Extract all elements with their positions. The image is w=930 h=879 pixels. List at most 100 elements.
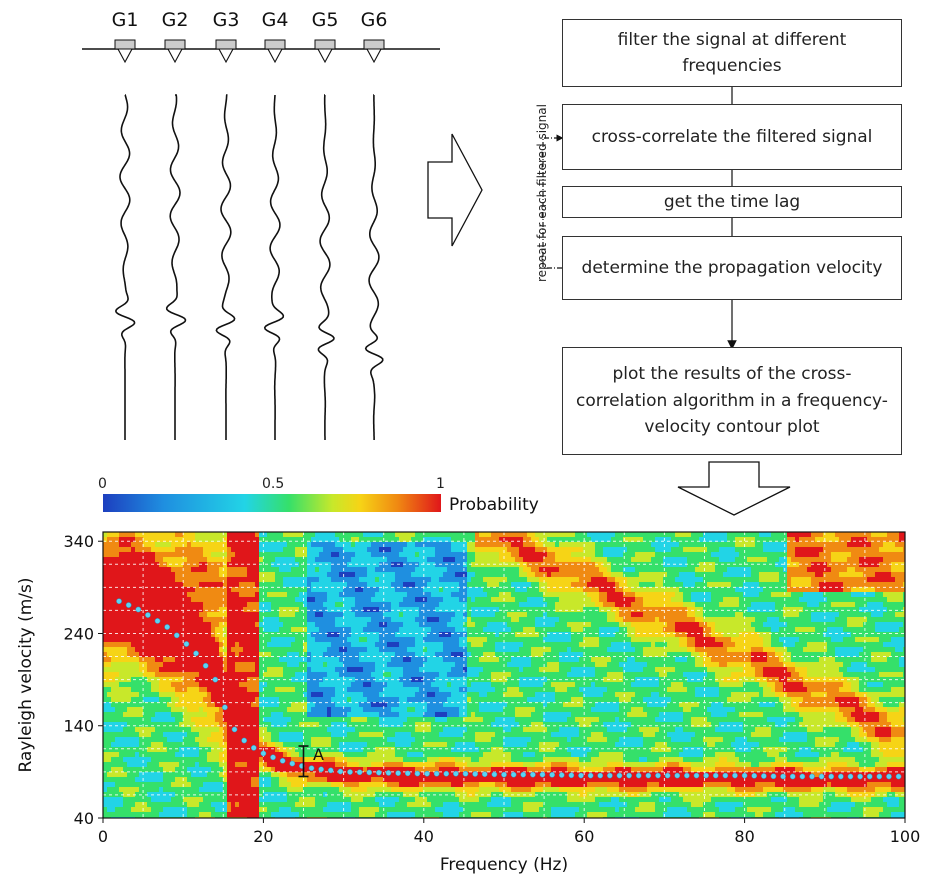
heatmap-cell <box>235 642 240 648</box>
heatmap-cell <box>367 667 372 673</box>
heatmap-cell <box>127 687 132 693</box>
heatmap-cell <box>299 617 304 623</box>
heatmap-cell <box>299 722 304 728</box>
heatmap-cell <box>339 777 344 783</box>
heatmap-cell <box>171 632 176 638</box>
heatmap-cell <box>443 657 448 663</box>
heatmap-cell <box>339 567 344 573</box>
heatmap-cell <box>363 752 368 758</box>
heatmap-cell <box>319 642 324 648</box>
heatmap-cell <box>331 627 336 633</box>
heatmap-cell <box>203 687 208 693</box>
heatmap-cell <box>291 567 296 573</box>
heatmap-cell <box>303 597 308 603</box>
heatmap-cell <box>355 547 360 553</box>
heatmap-cell <box>379 637 384 643</box>
heatmap-cell <box>331 717 336 723</box>
heatmap-cell <box>307 622 312 628</box>
heatmap-cell <box>351 792 356 798</box>
heatmap-cell <box>159 587 164 593</box>
heatmap-cell <box>147 727 152 733</box>
heatmap-cell <box>423 572 428 578</box>
heatmap-cell <box>335 727 340 733</box>
heatmap-cell <box>175 577 180 583</box>
heatmap-cell <box>159 592 164 598</box>
heatmap-cell <box>103 762 108 768</box>
heatmap-cell <box>155 712 160 718</box>
heatmap-cell <box>307 787 312 793</box>
heatmap-cell <box>327 552 332 558</box>
heatmap-cell <box>355 592 360 598</box>
heatmap-cell <box>339 742 344 748</box>
heatmap-cell <box>259 737 264 743</box>
heatmap-cell <box>411 592 416 598</box>
heatmap-cell <box>227 592 232 598</box>
heatmap-cell <box>251 622 256 628</box>
heatmap-cell <box>291 792 296 798</box>
heatmap-cell <box>227 672 232 678</box>
heatmap-cell <box>399 567 404 573</box>
heatmap-cell <box>175 647 180 653</box>
heatmap-cell <box>159 622 164 628</box>
heatmap-cell <box>215 802 220 808</box>
heatmap-cell <box>203 807 208 813</box>
heatmap-cell <box>179 702 184 708</box>
heatmap-cell <box>263 772 268 778</box>
heatmap-cell <box>335 542 340 548</box>
heatmap-cell <box>119 592 124 598</box>
heatmap-cell <box>427 607 432 613</box>
heatmap-cell <box>427 577 432 583</box>
heatmap-cell <box>231 652 236 658</box>
heatmap-cell <box>135 702 140 708</box>
heatmap-cell <box>279 652 284 658</box>
heatmap-cell <box>415 582 420 588</box>
heatmap-cell <box>343 557 348 563</box>
heatmap-cell <box>243 622 248 628</box>
heatmap-cell <box>359 707 364 713</box>
heatmap-cell <box>435 547 440 553</box>
heatmap-cell <box>223 647 228 653</box>
trace-5 <box>317 94 335 440</box>
heatmap-cell <box>115 567 120 573</box>
heatmap-cell <box>215 657 220 663</box>
heatmap-cell <box>403 667 408 673</box>
heatmap-cell <box>179 557 184 563</box>
heatmap-cell <box>251 787 256 793</box>
heatmap-cell <box>115 787 120 793</box>
heatmap-cell <box>343 772 348 778</box>
heatmap-cell <box>131 602 136 608</box>
heatmap-cell <box>299 652 304 658</box>
heatmap-cell <box>195 612 200 618</box>
heatmap-cell <box>371 697 376 703</box>
heatmap-cell <box>407 592 412 598</box>
heatmap-cell <box>171 732 176 738</box>
heatmap-cell <box>379 607 384 613</box>
heatmap-cell <box>263 762 268 768</box>
heatmap-cell <box>235 557 240 563</box>
heatmap-cell <box>403 612 408 618</box>
heatmap-cell <box>179 802 184 808</box>
heatmap-cell <box>207 532 212 538</box>
heatmap-cell <box>275 632 280 638</box>
heatmap-cell <box>271 537 276 543</box>
heatmap-cell <box>383 607 388 613</box>
heatmap-cell <box>147 557 152 563</box>
heatmap-cell <box>203 532 208 538</box>
heatmap-cell <box>167 532 172 538</box>
heatmap-cell <box>215 552 220 558</box>
heatmap-cell <box>255 537 260 543</box>
heatmap-cell <box>251 797 256 803</box>
heatmap-cell <box>243 697 248 703</box>
heatmap-cell <box>315 597 320 603</box>
heatmap-cell <box>203 587 208 593</box>
heatmap-cell <box>403 722 408 728</box>
heatmap-cell <box>295 697 300 703</box>
heatmap-cell <box>371 712 376 718</box>
heatmap-cell <box>391 627 396 633</box>
heatmap-cell <box>267 762 272 768</box>
heatmap-cell <box>395 537 400 543</box>
heatmap-cell <box>371 672 376 678</box>
heatmap-cell <box>371 737 376 743</box>
heatmap-cell <box>439 572 444 578</box>
heatmap-cell <box>391 772 396 778</box>
